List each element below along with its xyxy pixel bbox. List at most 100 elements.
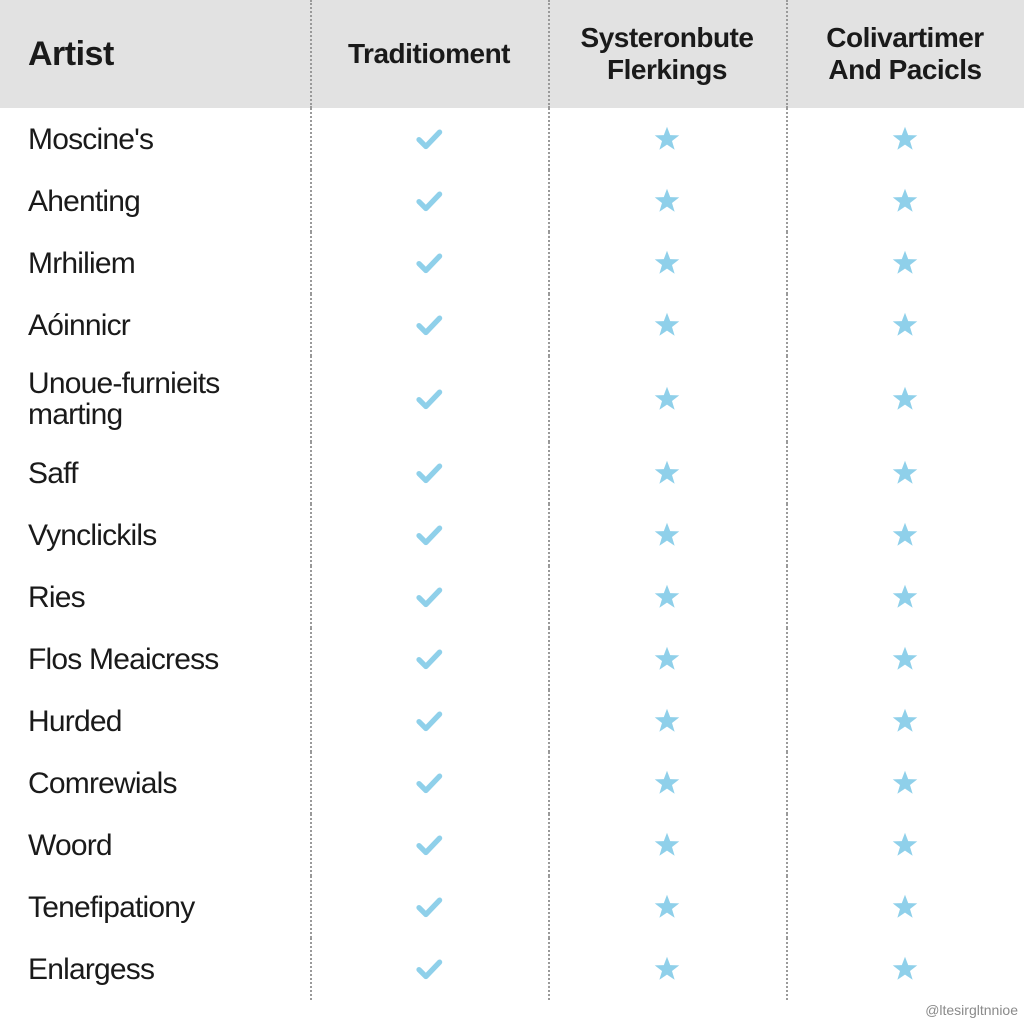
colivartimer-cell	[786, 356, 1024, 442]
check-icon	[414, 582, 444, 612]
traditioment-cell	[310, 628, 548, 690]
artist-cell: Moscine's	[0, 108, 310, 170]
artist-cell: Mrhiliem	[0, 232, 310, 294]
star-icon	[890, 830, 920, 860]
colivartimer-cell	[786, 938, 1024, 1000]
check-icon	[414, 644, 444, 674]
star-icon	[890, 644, 920, 674]
table-row: Tenefipationy	[0, 876, 1024, 938]
check-icon	[414, 830, 444, 860]
column-header-artist: Artist	[0, 0, 310, 108]
artist-cell: Tenefipationy	[0, 876, 310, 938]
systeronbute-cell	[548, 938, 786, 1000]
check-icon	[414, 768, 444, 798]
table-row: Ries	[0, 566, 1024, 628]
check-icon	[414, 520, 444, 550]
star-icon	[652, 644, 682, 674]
check-icon	[414, 706, 444, 736]
artist-cell: Aóinnicr	[0, 294, 310, 356]
artist-cell: Saff	[0, 442, 310, 504]
traditioment-cell	[310, 170, 548, 232]
table-row: Woord	[0, 814, 1024, 876]
check-icon	[414, 248, 444, 278]
artist-cell: Ries	[0, 566, 310, 628]
traditioment-cell	[310, 690, 548, 752]
traditioment-cell	[310, 442, 548, 504]
traditioment-cell	[310, 356, 548, 442]
systeronbute-cell	[548, 628, 786, 690]
comparison-table: Artist Traditioment Systeronbute Flerkin…	[0, 0, 1024, 1000]
colivartimer-cell	[786, 232, 1024, 294]
table-header-row: Artist Traditioment Systeronbute Flerkin…	[0, 0, 1024, 108]
table-row: Saff	[0, 442, 1024, 504]
artist-cell: Unoue-furnieits marting	[0, 356, 310, 442]
table-row: Vynclickils	[0, 504, 1024, 566]
colivartimer-cell	[786, 504, 1024, 566]
colivartimer-cell	[786, 690, 1024, 752]
traditioment-cell	[310, 232, 548, 294]
table-row: Flos Meaicress	[0, 628, 1024, 690]
traditioment-cell	[310, 108, 548, 170]
check-icon	[414, 310, 444, 340]
check-icon	[414, 186, 444, 216]
star-icon	[890, 310, 920, 340]
traditioment-cell	[310, 938, 548, 1000]
star-icon	[890, 892, 920, 922]
star-icon	[652, 582, 682, 612]
star-icon	[652, 954, 682, 984]
table-row: Comrewials	[0, 752, 1024, 814]
traditioment-cell	[310, 294, 548, 356]
systeronbute-cell	[548, 814, 786, 876]
systeronbute-cell	[548, 690, 786, 752]
star-icon	[890, 768, 920, 798]
traditioment-cell	[310, 566, 548, 628]
systeronbute-cell	[548, 232, 786, 294]
systeronbute-cell	[548, 356, 786, 442]
artist-cell: Woord	[0, 814, 310, 876]
table-row: Mrhiliem	[0, 232, 1024, 294]
star-icon	[652, 310, 682, 340]
colivartimer-cell	[786, 108, 1024, 170]
star-icon	[652, 458, 682, 488]
systeronbute-cell	[548, 442, 786, 504]
star-icon	[652, 248, 682, 278]
systeronbute-cell	[548, 876, 786, 938]
artist-cell: Comrewials	[0, 752, 310, 814]
systeronbute-cell	[548, 752, 786, 814]
table-row: Unoue-furnieits marting	[0, 356, 1024, 442]
column-header-systeronbute: Systeronbute Flerkings	[548, 0, 786, 108]
colivartimer-cell	[786, 752, 1024, 814]
star-icon	[890, 520, 920, 550]
colivartimer-cell	[786, 442, 1024, 504]
star-icon	[652, 892, 682, 922]
star-icon	[652, 186, 682, 216]
colivartimer-cell	[786, 628, 1024, 690]
systeronbute-cell	[548, 170, 786, 232]
check-icon	[414, 384, 444, 414]
table-row: Ahenting	[0, 170, 1024, 232]
watermark-text: @ltesirgltnnioe	[925, 1002, 1018, 1018]
check-icon	[414, 892, 444, 922]
colivartimer-cell	[786, 566, 1024, 628]
star-icon	[890, 248, 920, 278]
check-icon	[414, 954, 444, 984]
table-row: Enlargess	[0, 938, 1024, 1000]
star-icon	[652, 768, 682, 798]
star-icon	[890, 186, 920, 216]
star-icon	[890, 384, 920, 414]
star-icon	[890, 582, 920, 612]
column-header-colivartimer: Colivartimer And Pacicls	[786, 0, 1024, 108]
star-icon	[890, 458, 920, 488]
check-icon	[414, 458, 444, 488]
colivartimer-cell	[786, 876, 1024, 938]
artist-cell: Flos Meaicress	[0, 628, 310, 690]
systeronbute-cell	[548, 566, 786, 628]
table-row: Moscine's	[0, 108, 1024, 170]
artist-cell: Ahenting	[0, 170, 310, 232]
colivartimer-cell	[786, 294, 1024, 356]
artist-cell: Hurded	[0, 690, 310, 752]
star-icon	[890, 124, 920, 154]
traditioment-cell	[310, 504, 548, 566]
systeronbute-cell	[548, 108, 786, 170]
traditioment-cell	[310, 752, 548, 814]
